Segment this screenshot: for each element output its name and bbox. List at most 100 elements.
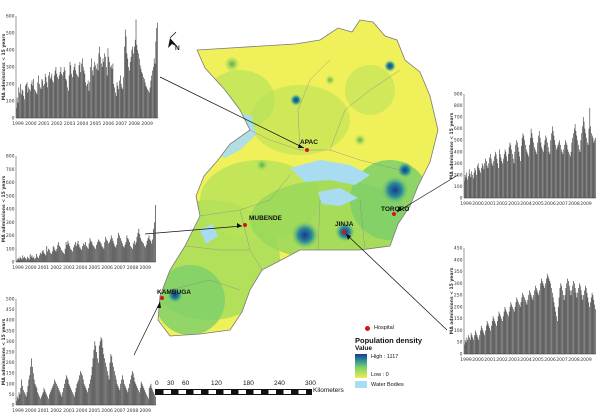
bar	[99, 341, 101, 405]
y-tick-label: 50	[457, 340, 463, 346]
bar	[88, 90, 90, 118]
bar	[516, 297, 518, 354]
bar	[477, 165, 478, 198]
bar	[38, 75, 39, 118]
bar	[536, 154, 538, 198]
bar	[61, 250, 62, 262]
bar	[468, 335, 469, 354]
bar	[571, 290, 573, 354]
bar	[45, 392, 47, 405]
bar	[73, 394, 74, 405]
hospital-marker-kambuga	[160, 296, 164, 300]
bar	[138, 228, 140, 262]
bar	[528, 295, 529, 354]
scale-tick-60: 60	[182, 380, 190, 387]
bar	[81, 250, 83, 262]
bar	[500, 316, 502, 354]
bar	[64, 383, 65, 405]
bar	[552, 126, 553, 198]
x-tick-label: 2002	[50, 408, 62, 414]
bar	[139, 234, 141, 262]
bar	[551, 288, 552, 354]
bar	[494, 321, 496, 354]
bar	[137, 232, 139, 262]
bar	[55, 67, 57, 118]
bar	[59, 246, 60, 262]
bar	[38, 394, 39, 405]
bar	[523, 295, 524, 354]
bar	[20, 94, 22, 118]
bar	[151, 388, 153, 405]
bar	[79, 61, 81, 118]
y-tick-label: 50	[9, 392, 15, 398]
bar	[562, 154, 564, 198]
bar	[61, 73, 63, 118]
bar	[65, 379, 66, 405]
scale-unit: Kilometers	[313, 387, 344, 394]
bar	[152, 70, 153, 118]
bar	[579, 285, 581, 354]
bar	[74, 244, 75, 262]
bar	[583, 121, 585, 198]
bar	[146, 240, 148, 262]
bar	[26, 259, 27, 262]
bar	[85, 82, 86, 118]
bar	[544, 288, 546, 354]
x-tick-label: 2002	[496, 201, 508, 207]
bar	[21, 89, 23, 118]
bar	[495, 154, 497, 198]
bar	[112, 362, 113, 405]
bar	[59, 72, 61, 118]
x-tick-label: 2001	[484, 201, 496, 207]
bar	[119, 235, 120, 262]
bar	[520, 302, 522, 354]
x-tick-label: 2007	[556, 357, 568, 363]
bar	[557, 144, 559, 198]
bar	[100, 337, 102, 405]
bar	[465, 177, 467, 198]
bar	[130, 56, 132, 118]
bar	[126, 390, 128, 405]
chart-apac: MA admissions < 15 years 0 100 200 300 400 500…	[0, 10, 162, 128]
bar	[591, 135, 593, 198]
bar	[546, 137, 547, 198]
bar	[102, 247, 104, 262]
bar	[114, 375, 116, 405]
bar	[151, 75, 153, 118]
bar	[538, 130, 540, 198]
bar	[144, 247, 146, 262]
bar	[40, 89, 42, 118]
bar	[97, 242, 98, 262]
bar	[54, 379, 56, 405]
bar	[471, 335, 473, 354]
bar	[481, 328, 483, 354]
bar	[94, 61, 96, 118]
bar	[107, 375, 109, 405]
x-tick-label: 2007	[114, 265, 126, 271]
bar	[82, 379, 84, 405]
bar	[22, 255, 24, 262]
bar	[156, 27, 157, 118]
y-tick-label: 150	[6, 371, 15, 377]
bar	[95, 65, 96, 118]
bar	[133, 53, 134, 118]
bar	[151, 243, 153, 262]
chart-ylabel: MA admissions < 15 years	[1, 318, 7, 385]
bar	[574, 288, 576, 354]
bar	[49, 78, 51, 118]
hospital-marker-mubende	[243, 223, 247, 227]
bar	[484, 163, 485, 198]
bar	[57, 244, 59, 262]
bar	[83, 70, 85, 118]
bar	[93, 67, 95, 118]
bar	[575, 292, 577, 354]
bar	[27, 92, 29, 118]
bar	[565, 288, 567, 354]
bar	[105, 56, 106, 118]
bar	[572, 285, 573, 354]
bar	[546, 278, 547, 354]
bar	[560, 149, 562, 198]
bar	[86, 85, 87, 118]
bar	[45, 255, 47, 262]
bar	[26, 392, 28, 405]
